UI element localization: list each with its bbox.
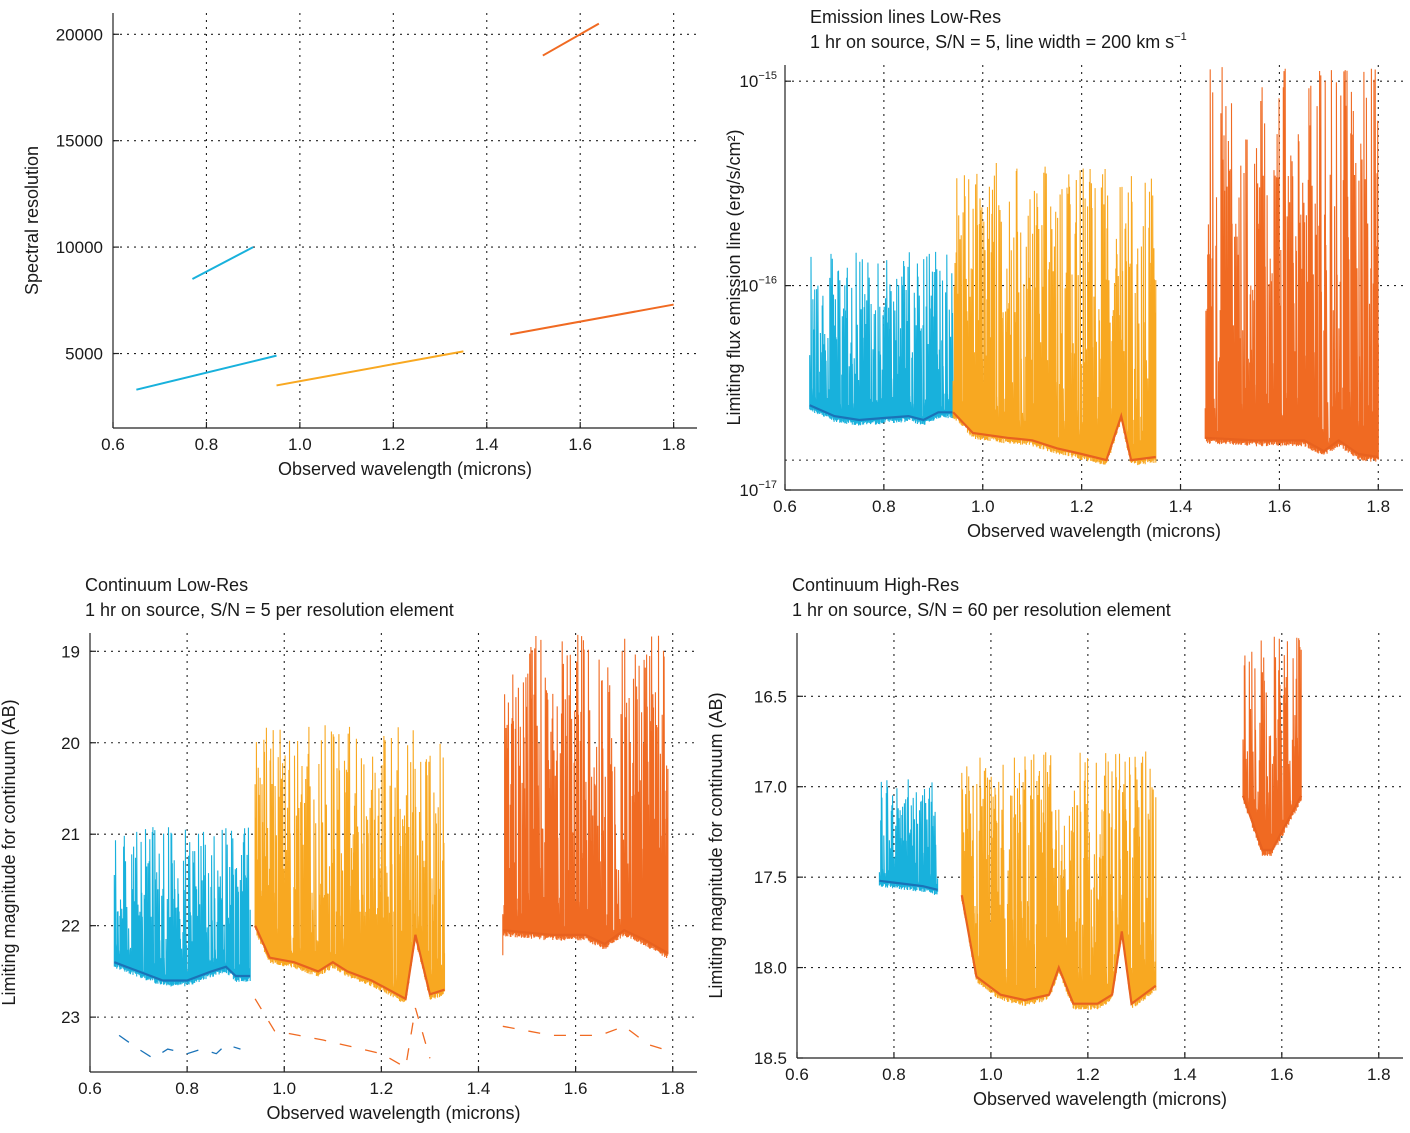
x-tick-label: 1.6 (1270, 1065, 1294, 1084)
x-tick-label: 0.6 (101, 435, 125, 454)
x-tick-label: 1.8 (662, 435, 686, 454)
chart-subtitle: 1 hr on source, S/N = 60 per resolution … (792, 600, 1171, 620)
y-tick-label: 10−16 (739, 275, 777, 296)
band-orange (502, 634, 669, 959)
baseline-curve (502, 928, 669, 955)
y-axis-label: Limiting flux emission line (erg/s/cm²) (724, 129, 744, 425)
y-tick-label: 17.5 (754, 868, 787, 887)
baseline-curve (113, 961, 251, 982)
baseline-curve (1205, 436, 1379, 459)
chart-title: Continuum High-Res (792, 575, 959, 595)
dashed-curve (502, 1025, 664, 1050)
x-tick-label: 1.8 (661, 1079, 685, 1098)
x-tick-label: 1.8 (1367, 1065, 1391, 1084)
y-tick-label: 18.0 (754, 959, 787, 978)
x-tick-label: 1.8 (1366, 497, 1390, 516)
band-cyan (878, 779, 939, 895)
y-tick-label: 10−15 (739, 70, 777, 91)
baseline-curve (1241, 795, 1303, 852)
baseline-curve (952, 411, 1156, 462)
x-tick-label: 1.2 (381, 435, 405, 454)
panel-resolution: 0.6 0.8 1.0 1.2 1.4 1.6 1.8 5000 10000 15000 20000… (22, 13, 697, 479)
x-axis-label: Observed wavelength (microns) (266, 1103, 520, 1123)
baseline-curve (879, 879, 938, 891)
x-tick-label: 0.6 (773, 497, 797, 516)
noise-spikes (961, 751, 1157, 1010)
series-line-orange (509, 303, 674, 336)
noise-spikes (113, 827, 251, 987)
x-tick-label: 1.0 (288, 435, 312, 454)
x-tick-label: 1.2 (1070, 497, 1094, 516)
y-tick-label: 18.5 (754, 1049, 787, 1068)
series-line-cyan (136, 354, 277, 391)
dashed-curve (118, 1034, 241, 1060)
dashed-curve (254, 998, 431, 1069)
panel-cont_low: 0.6 0.8 1.0 1.2 1.4 1.6 1.8 19 20 21 22 23 Observed … (0, 575, 697, 1123)
x-tick-label: 0.6 (785, 1065, 809, 1084)
series-line-orange (542, 22, 600, 57)
x-tick-label: 1.0 (979, 1065, 1003, 1084)
y-axis-label: Limiting magnitude for continuum (AB) (0, 699, 19, 1005)
chart-title: Emission lines Low-Res (810, 7, 1001, 27)
band-orange (1204, 67, 1379, 462)
y-tick-label: 17.0 (754, 778, 787, 797)
band-yellow (254, 725, 446, 1003)
x-tick-label: 0.8 (175, 1079, 199, 1098)
band-cyan (809, 251, 954, 426)
x-tick-label: 1.4 (475, 435, 499, 454)
noise-spikes (952, 162, 1157, 466)
band-yellow (952, 162, 1157, 466)
panel-emission: 0.6 0.8 1.0 1.2 1.4 1.6 1.8 10−15 10−16 10−17 Obse… (724, 7, 1403, 541)
y-tick-label: 16.5 (754, 687, 787, 706)
y-tick-label: 5000 (65, 345, 103, 364)
noise-spikes (502, 634, 669, 959)
series-line-yellow (276, 350, 464, 387)
band-yellow (960, 751, 1157, 1010)
baseline-curve (809, 404, 954, 422)
x-tick-label: 0.6 (78, 1079, 102, 1098)
x-tick-label: 1.0 (272, 1079, 296, 1098)
chart-subtitle: 1 hr on source, S/N = 5 per resolution e… (85, 600, 454, 620)
y-tick-label: 23 (61, 1008, 80, 1027)
baseline-curve (254, 925, 445, 1001)
noise-spikes (809, 251, 954, 426)
x-tick-label: 1.0 (971, 497, 995, 516)
y-axis-label: Spectral resolution (22, 146, 42, 295)
x-tick-label: 1.2 (370, 1079, 394, 1098)
x-tick-label: 1.6 (568, 435, 592, 454)
x-tick-label: 0.8 (882, 1065, 906, 1084)
y-tick-label: 20 (61, 734, 80, 753)
x-tick-label: 1.4 (1169, 497, 1193, 516)
noise-spikes (1204, 67, 1379, 462)
x-tick-label: 0.8 (195, 435, 219, 454)
chart-subtitle: 1 hr on source, S/N = 5, line width = 20… (810, 31, 1187, 52)
y-axis-label: Limiting magnitude for continuum (AB) (706, 692, 726, 998)
band-cyan (113, 827, 251, 987)
x-axis-label: Observed wavelength (microns) (973, 1089, 1227, 1109)
x-tick-label: 1.4 (1173, 1065, 1197, 1084)
x-axis-label: Observed wavelength (microns) (967, 521, 1221, 541)
x-tick-label: 1.2 (1076, 1065, 1100, 1084)
y-tick-label: 15000 (56, 132, 103, 151)
y-tick-label: 10000 (56, 238, 103, 257)
band-orange (1241, 636, 1303, 856)
x-tick-label: 0.8 (872, 497, 896, 516)
y-tick-label: 20000 (56, 25, 103, 44)
x-axis-label: Observed wavelength (microns) (278, 459, 532, 479)
noise-spikes (254, 725, 446, 1003)
x-tick-label: 1.6 (1268, 497, 1292, 516)
baseline-curve (960, 895, 1157, 1006)
y-tick-label: 22 (61, 917, 80, 936)
x-tick-label: 1.4 (467, 1079, 491, 1098)
panel-cont_high: 0.6 0.8 1.0 1.2 1.4 1.6 1.8 16.5 17.0 17.5 18.0 18.… (706, 575, 1403, 1109)
chart-title: Continuum Low-Res (85, 575, 248, 595)
y-tick-label: 10−17 (739, 479, 777, 500)
x-tick-label: 1.6 (564, 1079, 588, 1098)
y-tick-label: 19 (61, 642, 80, 661)
y-tick-label: 21 (61, 825, 80, 844)
series-line-cyan (191, 246, 254, 280)
noise-spikes (878, 779, 939, 895)
